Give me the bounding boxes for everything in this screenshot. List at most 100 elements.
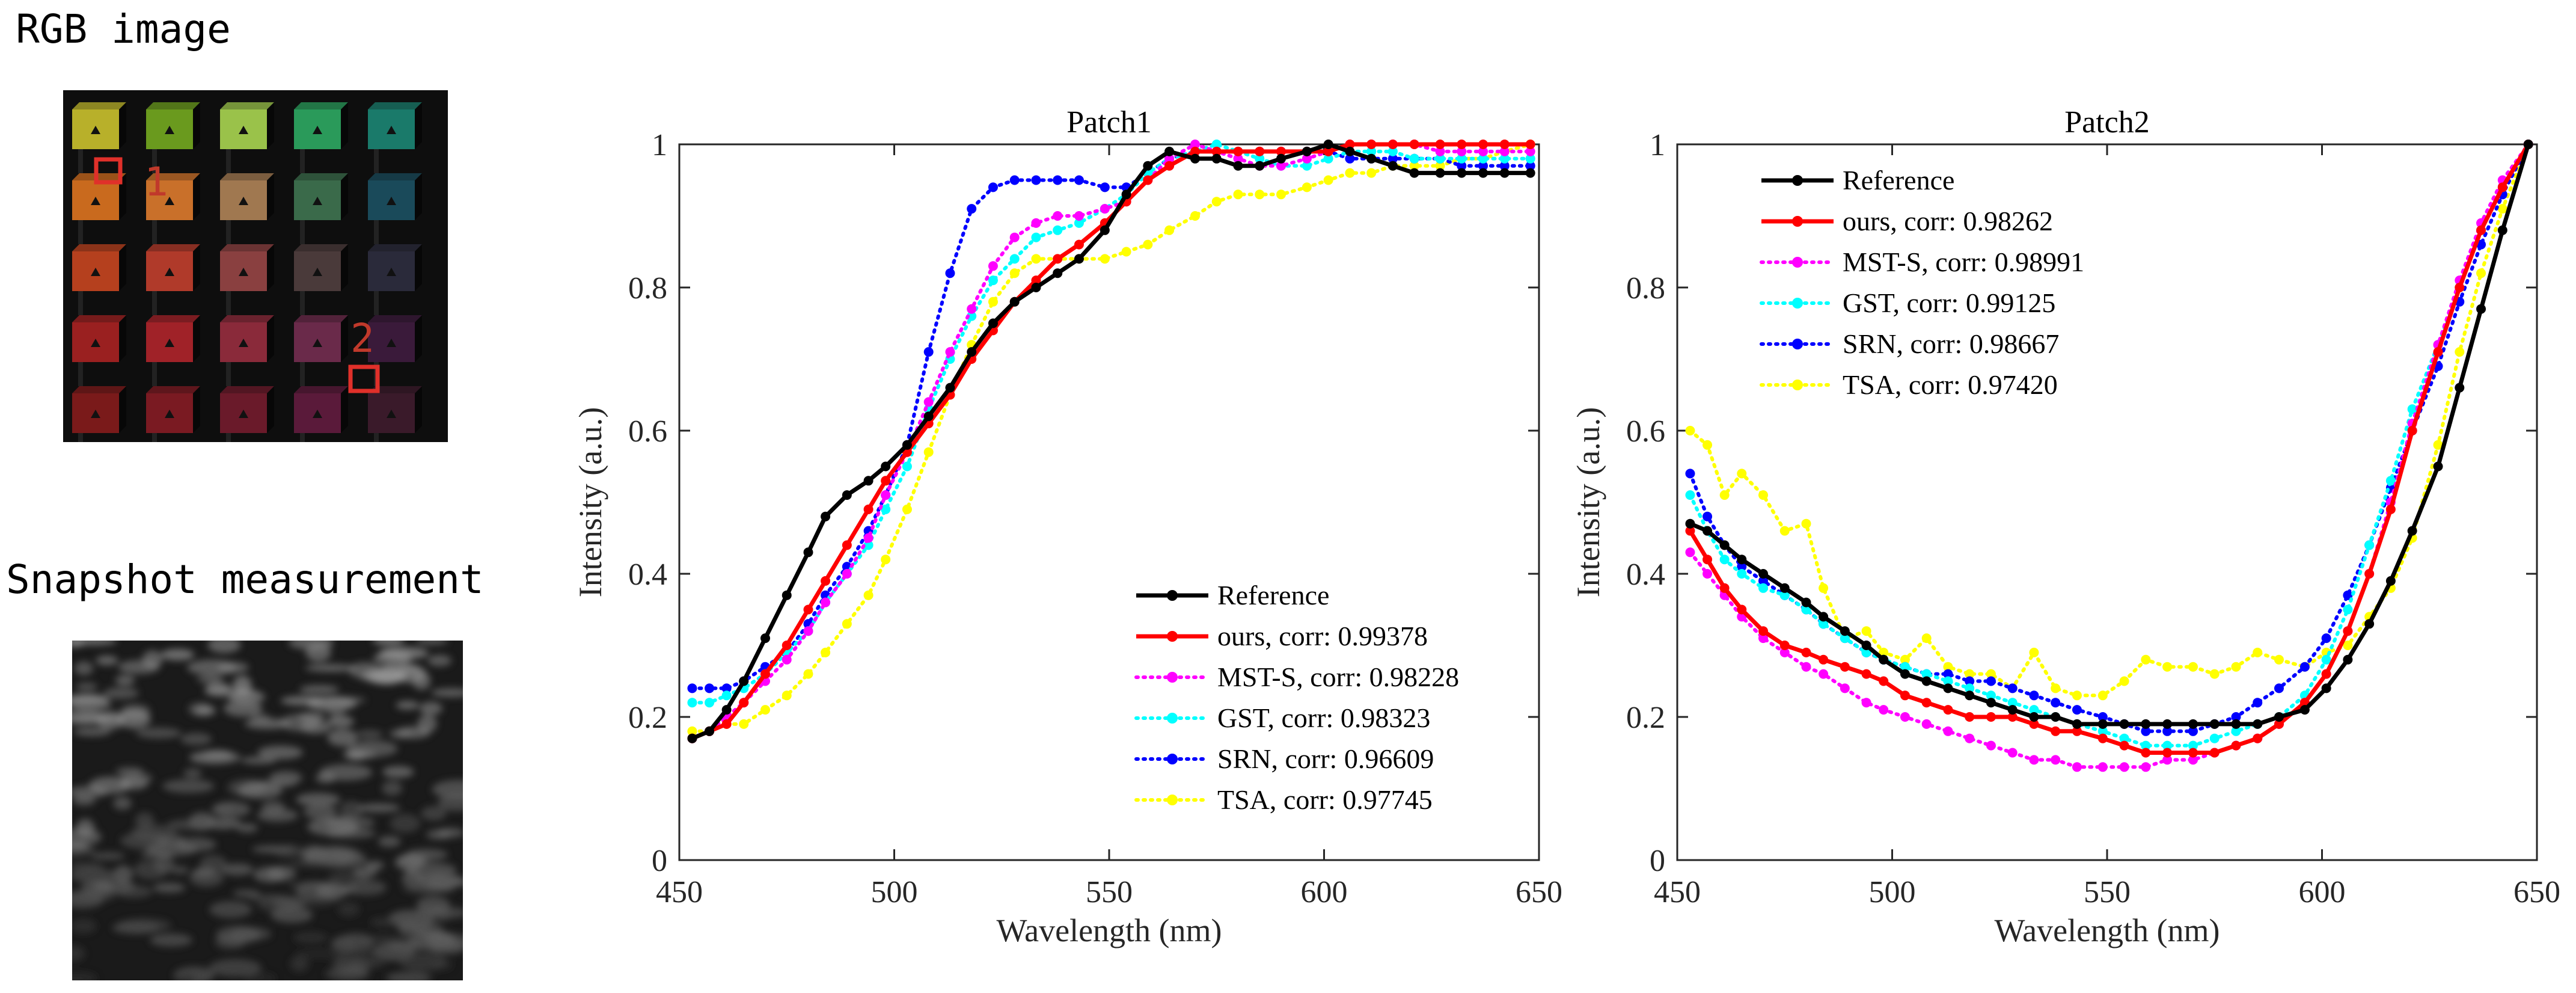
data-point — [739, 676, 749, 686]
data-point — [1478, 140, 1488, 149]
series-line — [1688, 143, 2530, 748]
data-point — [1986, 698, 1996, 708]
data-point — [1840, 626, 1850, 636]
data-point — [1074, 239, 1084, 250]
rgb-image: 1 2 — [63, 90, 448, 442]
data-point — [1921, 669, 1932, 679]
data-point — [1703, 526, 1713, 536]
data-point — [2072, 705, 2082, 715]
data-point — [1053, 254, 1063, 264]
data-point — [1779, 583, 1790, 593]
patch2-marker — [348, 364, 380, 393]
data-point — [1758, 583, 1768, 593]
data-point — [2253, 719, 2263, 729]
data-point — [2007, 748, 2018, 758]
legend-label: Reference — [1217, 580, 1329, 610]
data-point — [2029, 647, 2039, 657]
data-point — [1801, 518, 1811, 529]
legend-label: ours, corr: 0.99378 — [1217, 621, 1428, 651]
data-point — [842, 540, 852, 550]
series-line — [691, 142, 1531, 740]
data-point — [1801, 604, 1811, 615]
data-point — [1525, 146, 1535, 156]
data-point — [1143, 175, 1153, 185]
data-point — [1031, 275, 1041, 286]
data-point — [2497, 182, 2507, 192]
data-point — [2097, 719, 2108, 729]
data-point — [842, 619, 852, 629]
data-point — [721, 683, 732, 693]
data-point — [2385, 476, 2396, 486]
data-point — [1457, 153, 1467, 164]
data-point — [1965, 712, 1975, 722]
data-point — [1302, 182, 1312, 192]
data-point — [1965, 733, 1975, 743]
data-point — [1801, 597, 1811, 607]
data-point — [1074, 218, 1084, 228]
data-point — [2097, 733, 2108, 743]
data-point — [1143, 239, 1153, 250]
data-point — [1255, 146, 1265, 156]
patch1-marker — [94, 157, 123, 185]
data-point — [1302, 153, 1312, 164]
data-point — [2274, 654, 2284, 665]
data-point — [1233, 189, 1243, 200]
data-point — [1525, 168, 1535, 178]
series-1 — [687, 140, 1535, 743]
data-point — [2231, 726, 2241, 736]
data-point — [1435, 146, 1445, 156]
data-point — [1276, 189, 1286, 200]
data-point — [1009, 297, 1020, 307]
data-point — [2433, 347, 2443, 357]
data-point — [1031, 254, 1041, 264]
legend: Reference ours, corr: 0.99378 MST-S, corr:… — [1130, 568, 1521, 827]
data-point — [2029, 705, 2039, 715]
data-point — [2072, 719, 2082, 729]
data-point — [967, 204, 977, 214]
data-point — [967, 304, 977, 314]
data-point — [1009, 232, 1020, 242]
y-tick-label: 0.6 — [1626, 414, 1665, 449]
legend-label: SRN, corr: 0.98667 — [1843, 328, 2059, 359]
series-0 — [687, 140, 1535, 743]
data-point — [1164, 146, 1175, 156]
x-tick-label: 550 — [2084, 875, 2131, 909]
data-point — [1499, 146, 1510, 156]
data-point — [721, 690, 732, 701]
data-point — [803, 626, 813, 636]
x-axis-label: Wavelength (nm) — [996, 912, 1222, 948]
y-tick-label: 0.8 — [1626, 271, 1665, 306]
data-point — [2253, 733, 2263, 743]
data-point — [2209, 669, 2220, 679]
data-point — [1100, 225, 1110, 235]
data-point — [2253, 647, 2263, 657]
data-point — [1478, 168, 1488, 178]
x-tick-label: 650 — [1516, 875, 1562, 909]
data-point — [1819, 669, 1829, 679]
data-point — [2231, 740, 2241, 751]
data-point — [1921, 633, 1932, 644]
data-point — [1685, 526, 1695, 536]
data-point — [902, 461, 912, 472]
data-point — [760, 633, 770, 644]
data-point — [2188, 719, 2198, 729]
data-point — [1685, 469, 1695, 479]
data-point — [2343, 604, 2353, 615]
data-point — [1758, 576, 1768, 586]
data-point — [2141, 740, 2151, 751]
data-point — [821, 576, 831, 586]
chart-patch1: 450 500 550 600 650 0 0.2 0.4 0.6 0.8 1 Patch1 Wavel… — [572, 105, 1562, 948]
data-point — [1323, 140, 1333, 149]
legend-marker — [1792, 257, 1803, 268]
x-tick-label: 500 — [871, 875, 918, 909]
data-point — [2476, 304, 2486, 314]
data-point — [863, 504, 873, 514]
data-point — [1819, 654, 1829, 665]
data-point — [2433, 461, 2443, 472]
data-point — [1053, 211, 1063, 221]
patch2-marker-label: 2 — [350, 315, 375, 361]
data-point — [1986, 740, 1996, 751]
data-point — [1164, 225, 1175, 235]
data-point — [1819, 612, 1829, 622]
data-point — [1943, 683, 1953, 693]
